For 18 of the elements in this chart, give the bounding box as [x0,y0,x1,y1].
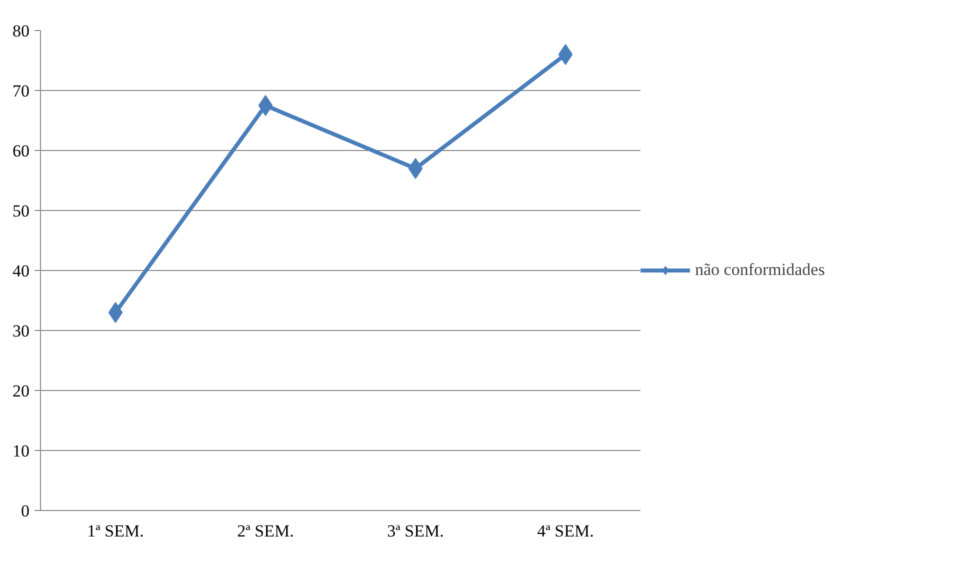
y-tick-label: 50 [12,202,30,220]
x-tick-label: 4ª SEM. [537,522,594,540]
point [408,158,423,179]
y-tick-label: 80 [12,22,30,40]
point [258,95,273,116]
y-tick-label: 0 [21,502,30,520]
y-tick-label: 40 [12,262,30,280]
x-tick-label: 3ª SEM. [387,522,444,540]
y-tick-label: 30 [12,322,30,340]
point [558,44,573,65]
y-tick-label: 20 [12,382,30,400]
y-tick-label: 60 [12,142,30,160]
y-tick-label: 10 [12,442,30,460]
x-tick-label: 2ª SEM. [237,522,294,540]
x-tick-label: 1ª SEM. [87,522,144,540]
y-tick-label: 70 [12,82,30,100]
legend-label: não conformidades [695,260,825,280]
point [108,302,123,323]
